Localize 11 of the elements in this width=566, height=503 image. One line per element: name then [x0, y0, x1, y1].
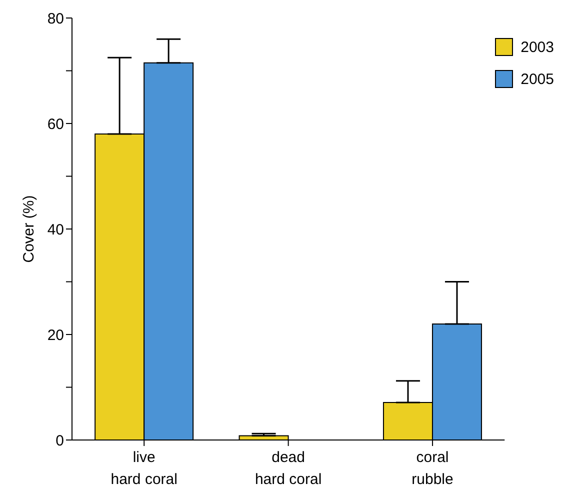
y-tick-label: 40: [47, 221, 64, 238]
y-tick-label: 20: [47, 326, 64, 344]
y-tick-label: 60: [47, 116, 64, 133]
y-tick-label: 80: [47, 10, 64, 28]
legend-label: 2003: [520, 38, 554, 56]
x-tick-label: dead hard coral: [254, 449, 322, 488]
legend-label: 2005: [520, 70, 554, 88]
x-tick-label: coral rubble: [412, 449, 454, 488]
x-tick-label: live hard coral: [110, 449, 178, 488]
y-tick-label: 0: [56, 432, 64, 450]
y-axis-title: Cover (%): [20, 195, 38, 263]
